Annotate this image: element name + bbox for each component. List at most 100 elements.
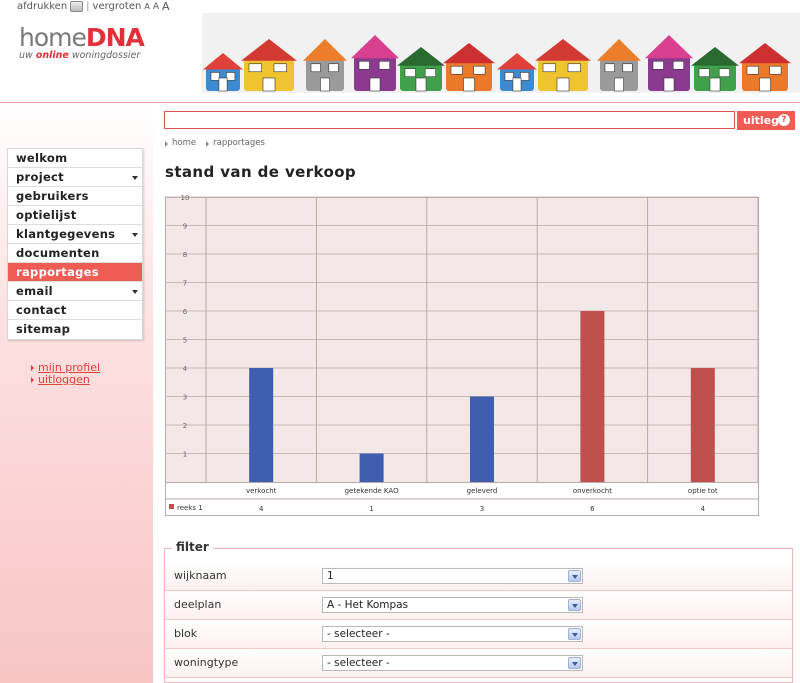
house-illustration [691, 47, 739, 92]
menu-item-optielijst[interactable]: optielijst [8, 206, 142, 225]
chevron-down-icon[interactable] [132, 176, 138, 180]
house-illustration [203, 53, 243, 92]
my-profile-link[interactable]: mijn profiel [31, 362, 100, 374]
menu-item-label: optielijst [16, 208, 77, 222]
y-tick-label: 4 [183, 365, 188, 373]
menu-item-label: email [16, 284, 53, 298]
legend-swatch [169, 504, 174, 509]
bar-getekende KAO [359, 453, 384, 482]
y-tick-label: 6 [183, 308, 188, 316]
woningtype-select[interactable]: - selecteer - [322, 655, 583, 671]
top-utility-bar: afdrukken | vergroten A A A [17, 0, 170, 13]
filter-label: deelplan [174, 598, 222, 611]
logo-home: home [19, 23, 87, 52]
house-illustration [351, 35, 399, 92]
menu-item-sitemap[interactable]: sitemap [8, 320, 142, 339]
blok-select[interactable]: - selecteer - [322, 626, 583, 642]
house-illustration [535, 39, 591, 92]
y-tick-label: 10 [181, 195, 190, 202]
menu-item-documenten[interactable]: documenten [8, 244, 142, 263]
chevron-down-icon[interactable] [132, 290, 138, 294]
menu-item-label: sitemap [16, 322, 71, 336]
zoom-large-button[interactable]: A [161, 0, 170, 13]
print-link[interactable]: afdrukken [17, 1, 68, 12]
wijknaam-select[interactable]: 1 [322, 568, 583, 584]
filter-row-woningtype: woningtype - selecteer - [165, 649, 792, 678]
house-illustration [597, 39, 641, 92]
filter-row-blok: blok - selecteer - [165, 620, 792, 649]
bar-optie tot [690, 368, 715, 482]
menu-item-rapportages[interactable]: rapportages [8, 263, 142, 282]
select-value: 1 [327, 570, 334, 582]
menu-item-gebruikers[interactable]: gebruikers [8, 187, 142, 206]
data-value-label: 3 [480, 505, 484, 513]
select-value: - selecteer - [327, 657, 390, 669]
header-divider [0, 102, 800, 103]
zoom-label: vergroten [92, 1, 142, 12]
help-button[interactable]: uitleg ? [737, 111, 795, 130]
select-value: A - Het Kompas [327, 599, 409, 611]
filter-row-wijknaam: wijknaam 1 [165, 562, 792, 591]
house-illustration [241, 39, 297, 92]
y-tick-label: 8 [183, 251, 187, 259]
x-category-label: geleverd [467, 487, 498, 495]
help-button-label: uitleg [743, 114, 779, 127]
menu-item-klantgegevens[interactable]: klantgegevens [8, 225, 142, 244]
page-title: stand van de verkoop [165, 163, 357, 181]
bar-geleverd [470, 396, 494, 482]
zoom-medium-button[interactable]: A [152, 1, 159, 12]
menu-item-label: gebruikers [16, 189, 89, 203]
menu-item-label: documenten [16, 246, 100, 260]
breadcrumb-current: rapportages [206, 138, 265, 148]
search-input[interactable] [164, 111, 735, 129]
filter-label: blok [174, 627, 198, 640]
house-illustration [739, 43, 791, 92]
menu-item-label: project [16, 170, 64, 184]
x-category-label: optie tot [688, 487, 718, 495]
y-tick-label: 7 [183, 280, 187, 288]
x-category-label: onverkocht [573, 487, 612, 495]
y-tick-label: 3 [183, 394, 187, 402]
x-category-label: verkocht [246, 487, 277, 495]
menu-item-label: welkom [16, 151, 68, 165]
homedna-logo[interactable]: homeDNA uw online woningdossier [19, 23, 145, 62]
y-tick-label: 9 [183, 223, 187, 231]
menu-item-project[interactable]: project [8, 168, 142, 187]
zoom-small-button[interactable]: A [144, 2, 150, 11]
data-value-label: 4 [701, 505, 706, 513]
bar-verkocht [249, 368, 274, 482]
filter-label: wijknaam [174, 569, 227, 582]
chevron-down-icon[interactable] [568, 657, 581, 669]
printer-icon[interactable] [70, 1, 84, 12]
data-value-label: 1 [369, 505, 373, 513]
data-value-label: 6 [590, 505, 595, 513]
chevron-down-icon[interactable] [568, 628, 581, 640]
deelplan-select[interactable]: A - Het Kompas [322, 597, 583, 613]
menu-item-label: rapportages [16, 265, 99, 279]
user-links: mijn profiel uitloggen [31, 362, 100, 386]
logout-link[interactable]: uitloggen [31, 374, 100, 386]
data-value-label: 4 [259, 505, 264, 513]
y-tick-label: 5 [183, 337, 187, 345]
y-tick-label: 1 [183, 451, 187, 459]
house-illustration [303, 39, 347, 92]
select-value: - selecteer - [327, 628, 390, 640]
logo-dna: DNA [85, 23, 145, 52]
chevron-down-icon[interactable] [568, 599, 581, 611]
filter-legend: filter [172, 540, 213, 554]
menu-item-label: contact [16, 303, 67, 317]
filter-label: woningtype [174, 656, 239, 669]
house-illustration [645, 35, 693, 92]
chevron-down-icon[interactable] [568, 570, 581, 582]
breadcrumb-home[interactable]: home [165, 138, 196, 148]
menu-item-contact[interactable]: contact [8, 301, 142, 320]
menu-item-label: klantgegevens [16, 227, 116, 241]
x-category-label: getekende KAO [345, 487, 399, 495]
houses-banner-image [202, 13, 800, 93]
house-illustration [397, 47, 445, 92]
menu-item-email[interactable]: email [8, 282, 142, 301]
sales-status-chart: 1 2 3 4 5 6 7 8 9 10 verkocht 4 getekende KAO 1 geleve… [165, 194, 759, 521]
house-illustration [443, 43, 495, 92]
chevron-down-icon[interactable] [132, 233, 138, 237]
menu-item-welkom[interactable]: welkom [8, 149, 142, 168]
